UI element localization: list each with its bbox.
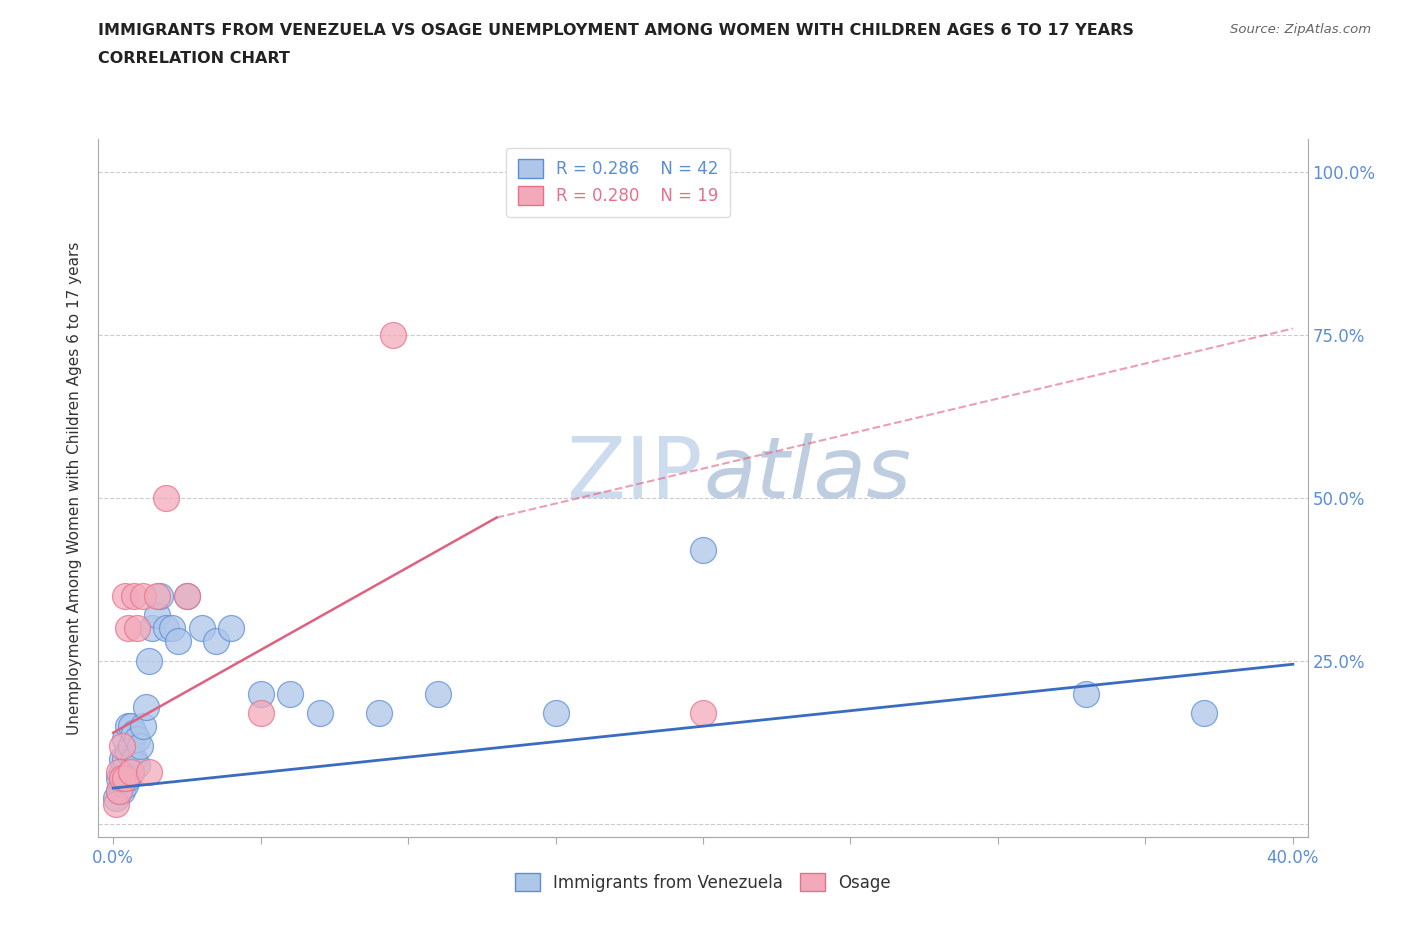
Point: [1076, 686, 1098, 701]
Point: [125, 732, 148, 747]
Point: [111, 751, 134, 766]
Point: [111, 738, 134, 753]
Point: [114, 777, 136, 792]
Point: [426, 686, 449, 701]
Point: [138, 654, 160, 669]
Text: ZIP: ZIP: [567, 432, 703, 516]
Point: [155, 491, 177, 506]
Point: [190, 621, 212, 636]
Point: [249, 706, 271, 721]
Point: [135, 699, 157, 714]
Point: [111, 764, 134, 779]
Point: [692, 706, 714, 721]
Point: [131, 589, 153, 604]
Point: [367, 706, 389, 721]
Point: [249, 686, 271, 701]
Point: [131, 719, 153, 734]
Point: [122, 751, 145, 766]
Legend: Immigrants from Venezuela, Osage: Immigrants from Venezuela, Osage: [509, 867, 897, 898]
Point: [141, 621, 163, 636]
Point: [544, 706, 567, 721]
Point: [138, 764, 160, 779]
Point: [108, 764, 131, 779]
Point: [108, 771, 131, 786]
Point: [1194, 706, 1216, 721]
Point: [155, 621, 177, 636]
Point: [692, 543, 714, 558]
Point: [117, 771, 139, 786]
Point: [120, 764, 142, 779]
Point: [117, 745, 139, 760]
Point: [167, 634, 190, 649]
Point: [117, 621, 139, 636]
Point: [108, 784, 131, 799]
Point: [278, 686, 301, 701]
Point: [128, 738, 150, 753]
Point: [122, 589, 145, 604]
Point: [120, 764, 142, 779]
Y-axis label: Unemployment Among Women with Children Ages 6 to 17 years: Unemployment Among Women with Children A…: [67, 242, 83, 735]
Point: [382, 327, 405, 342]
Point: [205, 634, 228, 649]
Text: IMMIGRANTS FROM VENEZUELA VS OSAGE UNEMPLOYMENT AMONG WOMEN WITH CHILDREN AGES 6: IMMIGRANTS FROM VENEZUELA VS OSAGE UNEMP…: [98, 23, 1135, 38]
Point: [125, 758, 148, 773]
Point: [160, 621, 183, 636]
Point: [146, 608, 169, 623]
Point: [105, 797, 128, 812]
Point: [108, 784, 131, 799]
Point: [114, 732, 136, 747]
Point: [122, 725, 145, 740]
Point: [105, 790, 128, 805]
Point: [120, 738, 142, 753]
Text: Source: ZipAtlas.com: Source: ZipAtlas.com: [1230, 23, 1371, 36]
Point: [114, 589, 136, 604]
Point: [114, 751, 136, 766]
Text: CORRELATION CHART: CORRELATION CHART: [98, 51, 290, 66]
Point: [120, 719, 142, 734]
Text: atlas: atlas: [703, 432, 911, 516]
Point: [176, 589, 198, 604]
Point: [149, 589, 172, 604]
Point: [117, 719, 139, 734]
Point: [219, 621, 242, 636]
Point: [111, 771, 134, 786]
Point: [146, 589, 169, 604]
Point: [308, 706, 330, 721]
Point: [114, 771, 136, 786]
Point: [125, 621, 148, 636]
Point: [111, 784, 134, 799]
Point: [176, 589, 198, 604]
